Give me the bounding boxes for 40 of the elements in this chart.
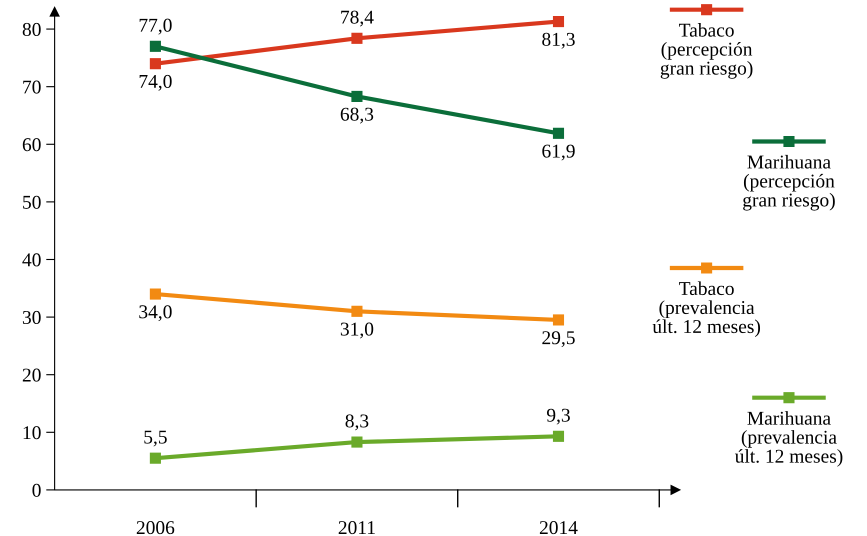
data-label: 68,3 <box>340 108 374 124</box>
point <box>150 288 161 300</box>
point <box>351 32 362 44</box>
data-label: 8,3 <box>346 414 368 430</box>
point <box>552 16 564 28</box>
point <box>351 90 362 102</box>
point <box>150 452 161 464</box>
data-label: 78,4 <box>341 10 374 27</box>
point <box>552 314 564 326</box>
point <box>351 306 362 317</box>
point <box>150 40 161 52</box>
y-tick-label: 60 <box>22 138 41 152</box>
data-label: 34,0 <box>139 305 172 322</box>
data-label: 74,0 <box>140 74 172 91</box>
y-tick-label: 40 <box>22 253 41 266</box>
legend-label: Tabaco (prevalencia últ. 12 meses) <box>652 281 760 338</box>
y-tick-label: 30 <box>22 310 41 324</box>
y-tick-label: 70 <box>23 80 41 94</box>
x-tick-label: 2014 <box>540 521 578 534</box>
data-label: 61,9 <box>542 144 575 160</box>
data-label: 77,0 <box>140 18 172 35</box>
point <box>552 430 564 442</box>
y-tick-label: 0 <box>32 484 41 497</box>
x-tick-label: 2006 <box>136 521 174 534</box>
data-label: 9,3 <box>546 408 570 425</box>
data-label: 29,5 <box>542 331 575 348</box>
legend-label: Marihuana (percepción gran riesgo) <box>743 154 835 211</box>
y-tick-label: 10 <box>24 426 41 440</box>
y-tick-label: 80 <box>22 22 41 36</box>
x-tick-label: 2011 <box>338 521 375 534</box>
data-label: 5,5 <box>144 430 167 446</box>
point <box>150 58 161 70</box>
data-label: 31,0 <box>340 322 374 338</box>
y-tick-label: 20 <box>22 368 41 382</box>
legend-label: Marihuana (prevalencia últ. 12 meses) <box>734 411 842 467</box>
y-tick-label: 50 <box>23 196 41 209</box>
point <box>351 436 362 448</box>
point <box>552 128 564 139</box>
legend-label: Tabaco (percepción gran riesgo) <box>660 23 752 79</box>
data-label: 81,3 <box>542 32 575 49</box>
